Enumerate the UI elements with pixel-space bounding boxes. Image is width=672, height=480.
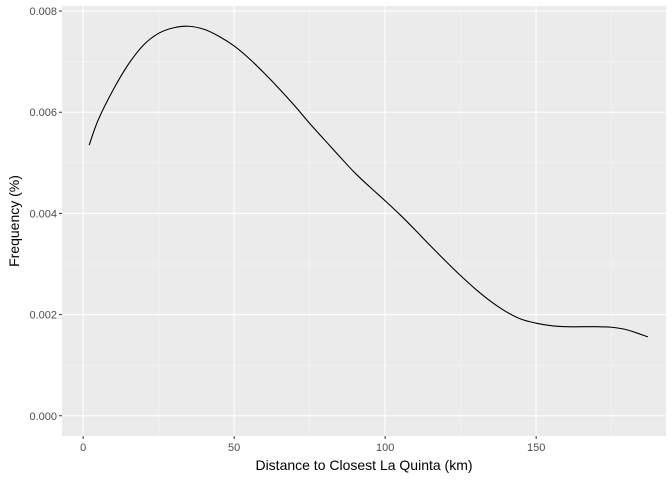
x-axis: 0 50 100 150 xyxy=(80,436,545,454)
density-curve xyxy=(88,25,649,338)
x-tick-label: 150 xyxy=(527,442,545,454)
y-tick-label: 0.006 xyxy=(29,107,57,119)
y-tick-label: 0.008 xyxy=(29,6,57,18)
x-tick-label: 100 xyxy=(376,442,394,454)
x-tick-label: 50 xyxy=(228,442,240,454)
panel-background xyxy=(62,6,666,436)
minor-gridlines xyxy=(62,6,666,436)
x-axis-title: Distance to Closest La Quinta (km) xyxy=(255,457,472,473)
y-axis: 0.000 0.002 0.004 0.006 0.008 xyxy=(29,6,62,423)
y-tick-label: 0.004 xyxy=(29,208,57,220)
x-tick-label: 0 xyxy=(80,442,86,454)
y-axis-title: Frequency (%) xyxy=(6,175,22,267)
y-tick-label: 0.000 xyxy=(29,411,57,423)
major-gridlines xyxy=(62,6,666,436)
y-tick-label: 0.002 xyxy=(29,310,57,322)
